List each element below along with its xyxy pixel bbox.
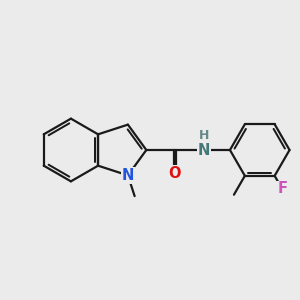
Text: H: H xyxy=(198,129,209,142)
Text: N: N xyxy=(197,142,210,158)
Text: F: F xyxy=(277,181,287,196)
Text: O: O xyxy=(169,166,181,181)
Text: N: N xyxy=(122,168,134,183)
